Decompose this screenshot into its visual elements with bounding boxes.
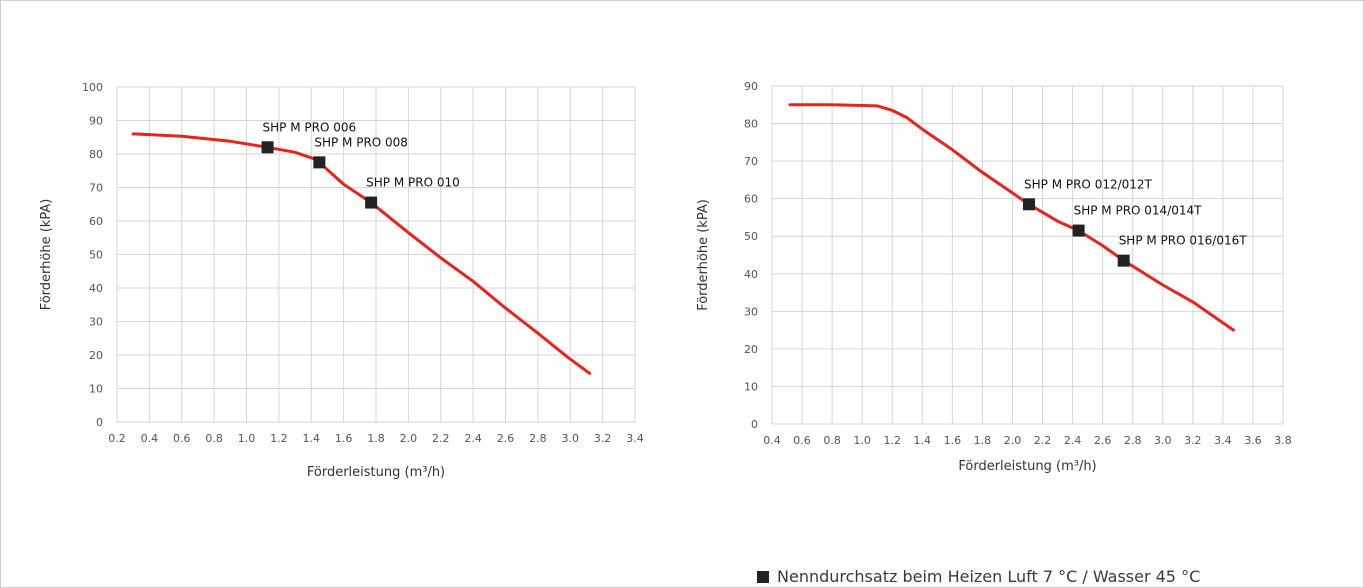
y-tick-label: 0	[751, 418, 758, 431]
x-tick-label: 1.4	[914, 434, 932, 447]
y-tick-label: 40	[744, 268, 758, 281]
y-tick-label: 40	[89, 282, 103, 295]
rated-point-label: SHP M PRO 014/014T	[1074, 204, 1203, 218]
x-tick-label: 0.2	[108, 432, 126, 445]
x-tick-label: 3.4	[1214, 434, 1232, 447]
y-axis-label: Förderhöhe (kPA)	[39, 199, 54, 311]
y-tick-label: 100	[82, 81, 103, 94]
y-tick-label: 10	[89, 383, 103, 396]
rated-point-marker	[313, 156, 326, 169]
x-tick-label: 1.2	[270, 432, 288, 445]
y-tick-label: 20	[89, 349, 103, 362]
x-tick-label: 2.2	[1034, 434, 1052, 447]
y-tick-label: 90	[89, 115, 103, 128]
rated-point-label: SHP M PRO 010	[366, 176, 460, 190]
x-tick-label: 3.8	[1274, 434, 1292, 447]
x-tick-label: 3.2	[1184, 434, 1202, 447]
x-tick-label: 2.8	[1124, 434, 1142, 447]
x-tick-label: 0.4	[763, 434, 781, 447]
chart-2: 0.4 0.6 0.8 1.0 1.2 1.4 1.6 1.8 2.0 2.2 2.4 2.6 2.8 3…	[696, 80, 1292, 474]
rated-point-marker	[365, 196, 378, 209]
pump-curve-line	[131, 132, 592, 375]
x-tick-label: 1.8	[367, 432, 385, 445]
x-tick-label: 0.6	[793, 434, 811, 447]
x-tick-label: 2.0	[1004, 434, 1022, 447]
x-tick-label: 3.0	[562, 432, 580, 445]
x-tick-label: 2.8	[529, 432, 547, 445]
rated-point-marker	[261, 141, 274, 154]
rated-point-marker	[1072, 224, 1085, 237]
y-tick-label: 20	[744, 343, 758, 356]
rated-point-marker	[1023, 198, 1036, 211]
x-tick-label: 1.4	[303, 432, 321, 445]
x-tick-label: 3.4	[626, 432, 644, 445]
x-tick-label: 0.4	[141, 432, 159, 445]
y-tick-label: 80	[89, 148, 103, 161]
rated-point-label: SHP M PRO 006	[263, 120, 357, 134]
x-axis-label: Förderleistung (m³/h)	[307, 465, 445, 480]
y-tick-label: 70	[744, 155, 758, 168]
y-tick-label: 60	[89, 215, 103, 228]
rated-point-label: SHP M PRO 008	[314, 135, 408, 149]
y-tick-label: 50	[89, 249, 103, 262]
y-axis-label: Förderhöhe (kPA)	[696, 199, 711, 311]
y-tick-label: 70	[89, 182, 103, 195]
x-tick-label: 3.0	[1154, 434, 1172, 447]
y-tick-label: 90	[744, 80, 758, 93]
x-tick-label: 1.2	[883, 434, 901, 447]
x-tick-label: 0.8	[823, 434, 841, 447]
rated-point-label: SHP M PRO 016/016T	[1119, 234, 1248, 248]
y-tick-label: 30	[744, 305, 758, 318]
x-tick-label: 2.4	[1064, 434, 1082, 447]
x-tick-label: 2.6	[1094, 434, 1112, 447]
x-tick-label: 1.0	[238, 432, 256, 445]
square-icon	[757, 570, 769, 583]
chart-1: 0.2 0.4 0.6 0.8 1.0 1.2 1.4 1.6 1.8 2.0 2.2 2.4 2.6 2…	[39, 81, 644, 480]
x-tick-label: 1.8	[974, 434, 992, 447]
y-tick-label: 30	[89, 316, 103, 329]
legend: Nenndurchsatz beim Heizen Luft 7 °C / Wa…	[757, 567, 1200, 586]
y-tick-label: 50	[744, 230, 758, 243]
x-tick-label: 0.8	[205, 432, 223, 445]
x-tick-label: 2.6	[497, 432, 515, 445]
y-tick-label: 80	[744, 118, 758, 131]
x-tick-label: 2.4	[464, 432, 482, 445]
x-axis-label: Förderleistung (m³/h)	[958, 459, 1096, 474]
x-tick-label: 1.0	[853, 434, 871, 447]
pump-curve-line	[788, 103, 1235, 332]
y-tick-label: 60	[744, 193, 758, 206]
x-tick-label: 3.6	[1244, 434, 1262, 447]
x-tick-label: 0.6	[173, 432, 191, 445]
rated-point-marker	[1117, 254, 1130, 267]
y-tick-label: 10	[744, 380, 758, 393]
y-tick-label: 0	[96, 416, 103, 429]
x-tick-label: 1.6	[944, 434, 962, 447]
legend-label: Nenndurchsatz beim Heizen Luft 7 °C / Wa…	[777, 567, 1201, 586]
x-tick-label: 3.2	[594, 432, 612, 445]
rated-point-label: SHP M PRO 012/012T	[1024, 177, 1153, 191]
x-tick-label: 1.6	[335, 432, 353, 445]
x-tick-label: 2.2	[432, 432, 450, 445]
x-tick-label: 2.0	[400, 432, 418, 445]
